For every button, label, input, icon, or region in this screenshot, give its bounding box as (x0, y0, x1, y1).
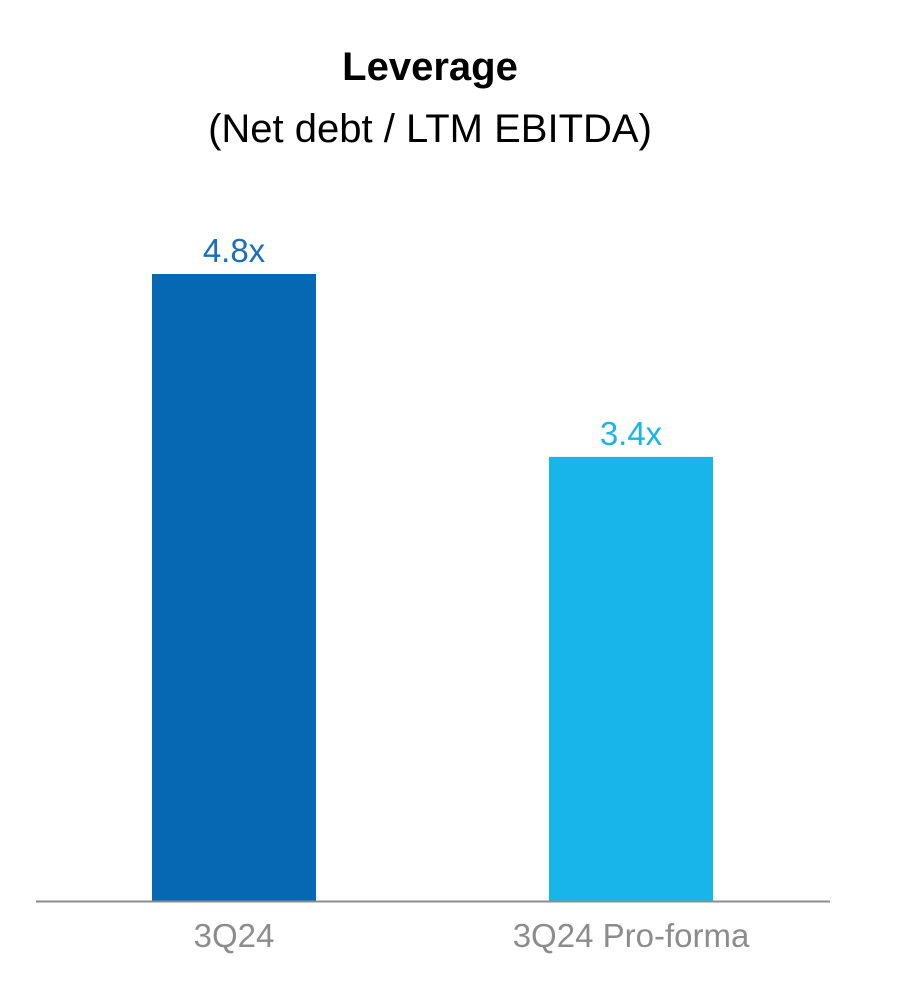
category-label-2: 3Q24 Pro-forma (513, 917, 750, 954)
data-label-1: 4.8x (203, 232, 266, 269)
data-label-2: 3.4x (600, 415, 663, 452)
bar-2 (549, 456, 713, 901)
bar-1 (152, 274, 316, 901)
category-label-1: 3Q24 (194, 917, 275, 954)
chart-subtitle: (Net debt / LTM EBITDA) (208, 107, 652, 151)
chart-title: Leverage (342, 45, 518, 89)
